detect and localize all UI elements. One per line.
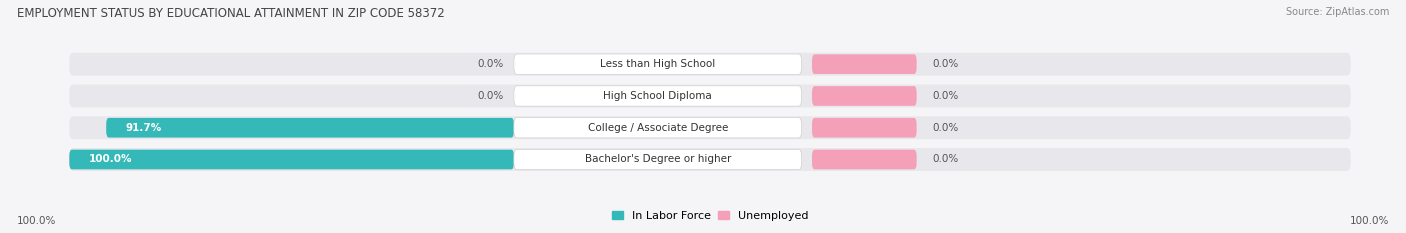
Text: 100.0%: 100.0% [1350, 216, 1389, 226]
Text: 0.0%: 0.0% [477, 59, 503, 69]
FancyBboxPatch shape [69, 116, 1351, 139]
FancyBboxPatch shape [69, 85, 1351, 107]
FancyBboxPatch shape [813, 150, 917, 169]
Text: College / Associate Degree: College / Associate Degree [588, 123, 728, 133]
Text: 91.7%: 91.7% [125, 123, 162, 133]
Text: Bachelor's Degree or higher: Bachelor's Degree or higher [585, 154, 731, 164]
FancyBboxPatch shape [513, 86, 801, 106]
Text: 100.0%: 100.0% [17, 216, 56, 226]
Text: 0.0%: 0.0% [932, 59, 959, 69]
FancyBboxPatch shape [813, 54, 917, 74]
Text: Less than High School: Less than High School [600, 59, 716, 69]
Text: 0.0%: 0.0% [477, 91, 503, 101]
FancyBboxPatch shape [813, 118, 917, 137]
FancyBboxPatch shape [513, 118, 801, 138]
FancyBboxPatch shape [69, 53, 1351, 76]
Text: Source: ZipAtlas.com: Source: ZipAtlas.com [1285, 7, 1389, 17]
Legend: In Labor Force, Unemployed: In Labor Force, Unemployed [612, 211, 808, 221]
FancyBboxPatch shape [513, 149, 801, 170]
Text: 0.0%: 0.0% [932, 154, 959, 164]
FancyBboxPatch shape [107, 118, 513, 137]
FancyBboxPatch shape [69, 148, 1351, 171]
FancyBboxPatch shape [813, 86, 917, 106]
Text: 100.0%: 100.0% [89, 154, 132, 164]
Text: 0.0%: 0.0% [932, 91, 959, 101]
FancyBboxPatch shape [513, 54, 801, 74]
Text: EMPLOYMENT STATUS BY EDUCATIONAL ATTAINMENT IN ZIP CODE 58372: EMPLOYMENT STATUS BY EDUCATIONAL ATTAINM… [17, 7, 444, 20]
FancyBboxPatch shape [69, 150, 513, 169]
Text: 0.0%: 0.0% [932, 123, 959, 133]
Text: High School Diploma: High School Diploma [603, 91, 711, 101]
